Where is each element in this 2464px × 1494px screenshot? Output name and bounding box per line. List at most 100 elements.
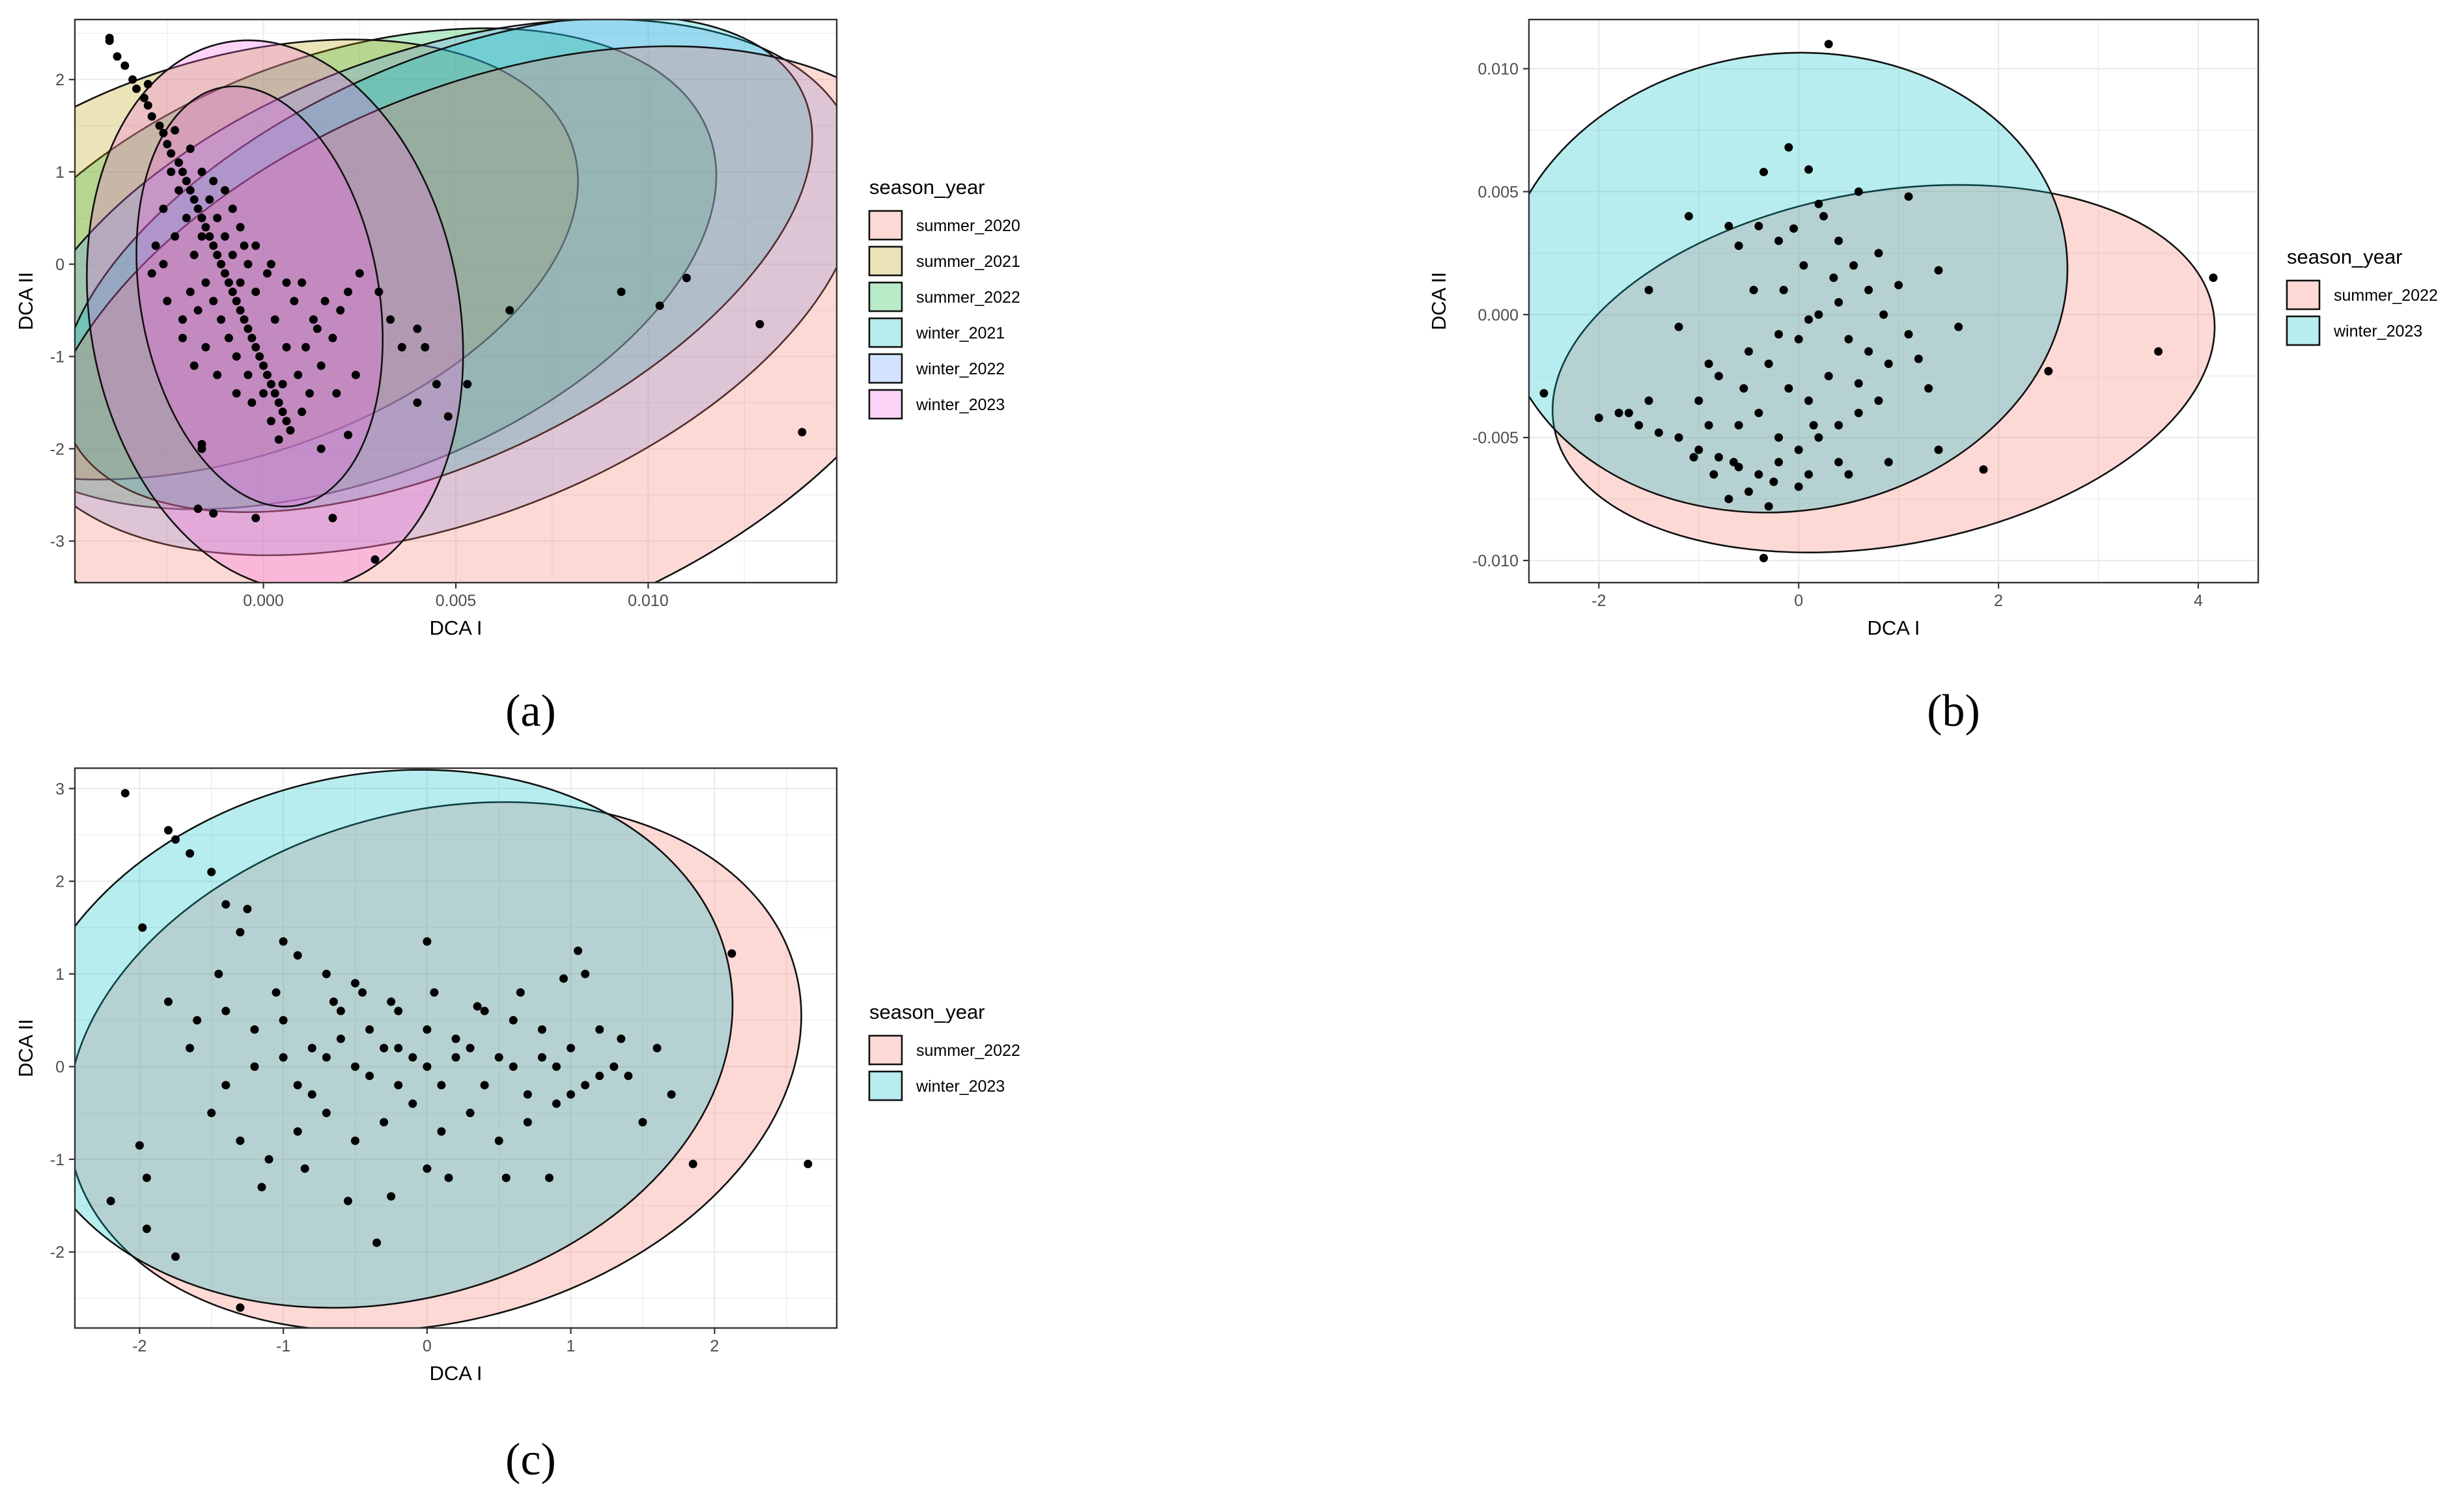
legend-key-winter_2023 — [2286, 315, 2321, 346]
panel-label: (c) — [505, 1435, 556, 1485]
data-point — [667, 1090, 676, 1099]
data-point — [282, 278, 291, 287]
data-point — [193, 306, 203, 315]
data-point — [228, 251, 237, 260]
data-point — [1594, 413, 1603, 422]
data-point — [1774, 433, 1784, 442]
x-tick-label: 0.005 — [436, 592, 477, 610]
data-point — [139, 94, 148, 103]
data-point — [652, 1044, 662, 1053]
data-point — [294, 370, 303, 380]
data-point — [329, 997, 338, 1006]
data-point — [344, 287, 353, 296]
data-point — [421, 342, 430, 352]
data-point — [509, 1062, 518, 1071]
y-tick-label: -1 — [50, 1151, 64, 1169]
data-point — [350, 1136, 359, 1145]
data-point — [1854, 379, 1863, 388]
chart-panel-1: -2 0 2 4 -0.010 -0.005 0.000 0.005 0.010 DCA I DCA… — [1427, 18, 2438, 736]
ellipse-winter_2023 — [75, 769, 734, 1309]
data-point — [430, 988, 439, 997]
data-point — [128, 75, 137, 84]
data-point — [171, 1252, 180, 1261]
data-point — [380, 1044, 389, 1053]
data-point — [1814, 310, 1823, 319]
data-point — [197, 232, 206, 241]
y-tick-label: 0 — [55, 256, 64, 274]
data-point — [1689, 452, 1698, 462]
data-point — [655, 301, 664, 311]
y-tick-label: 2 — [55, 71, 64, 89]
data-point — [236, 1303, 245, 1312]
data-point — [1934, 445, 1943, 454]
data-point — [201, 278, 210, 287]
data-point — [437, 1081, 446, 1090]
data-point — [220, 232, 229, 241]
y-axis-label: DCA II — [14, 272, 37, 331]
data-point — [567, 1044, 576, 1053]
data-point — [279, 937, 288, 946]
data-point — [1894, 281, 1903, 290]
legend: season_year summer_2020 summer_2021 summer_… — [868, 176, 1020, 420]
data-point — [163, 139, 172, 148]
data-point — [236, 223, 245, 232]
data-point — [1924, 384, 1933, 393]
data-point — [552, 1099, 561, 1108]
legend-entry: summer_2020 — [916, 217, 1020, 235]
data-point — [135, 1141, 144, 1150]
confidence-ellipses — [75, 20, 837, 583]
data-point — [266, 417, 275, 426]
data-point — [394, 1044, 403, 1053]
data-point — [423, 1062, 432, 1071]
data-point — [523, 1090, 532, 1099]
y-tick-label: -2 — [50, 1243, 64, 1262]
data-point — [624, 1072, 633, 1081]
data-point — [259, 389, 268, 398]
data-point — [365, 1072, 374, 1081]
data-point — [278, 408, 287, 417]
data-point — [290, 297, 299, 305]
data-point — [437, 1127, 446, 1136]
data-point — [138, 923, 147, 932]
data-point — [300, 1164, 309, 1173]
data-point — [307, 1090, 316, 1099]
data-point — [106, 1197, 115, 1206]
data-point — [189, 251, 199, 260]
data-point — [247, 398, 257, 407]
data-point — [197, 439, 206, 449]
data-point — [1734, 242, 1743, 251]
legend-title: season_year — [869, 176, 985, 199]
data-point — [1704, 421, 1713, 430]
data-point — [279, 1053, 288, 1062]
data-point — [1614, 408, 1623, 417]
data-point — [262, 370, 272, 380]
data-point — [443, 412, 453, 421]
data-point — [264, 1155, 273, 1164]
data-point — [163, 997, 173, 1006]
legend: season_year summer_2022 winter_2023 — [2286, 245, 2438, 346]
data-point — [293, 951, 302, 960]
scatter-points — [106, 788, 813, 1312]
legend-title: season_year — [2287, 245, 2403, 268]
data-point — [209, 509, 218, 518]
y-tick-label: -1 — [50, 348, 64, 367]
data-point — [142, 1224, 151, 1234]
legend-entry: summer_2022 — [916, 288, 1020, 307]
data-point — [804, 1159, 813, 1169]
data-point — [250, 1025, 259, 1034]
data-point — [1729, 458, 1739, 467]
data-point — [1874, 396, 1883, 405]
data-point — [638, 1118, 647, 1127]
x-tick-label: 2 — [710, 1337, 719, 1355]
data-point — [350, 978, 359, 988]
data-point — [1914, 354, 1923, 363]
legend-key-winter_2021 — [868, 317, 903, 348]
data-point — [413, 398, 422, 407]
data-point — [167, 167, 176, 176]
data-point — [201, 223, 210, 232]
data-point — [1854, 408, 1863, 417]
x-tick-label: 0 — [423, 1337, 432, 1355]
data-point — [221, 1006, 231, 1016]
data-point — [1694, 396, 1703, 405]
